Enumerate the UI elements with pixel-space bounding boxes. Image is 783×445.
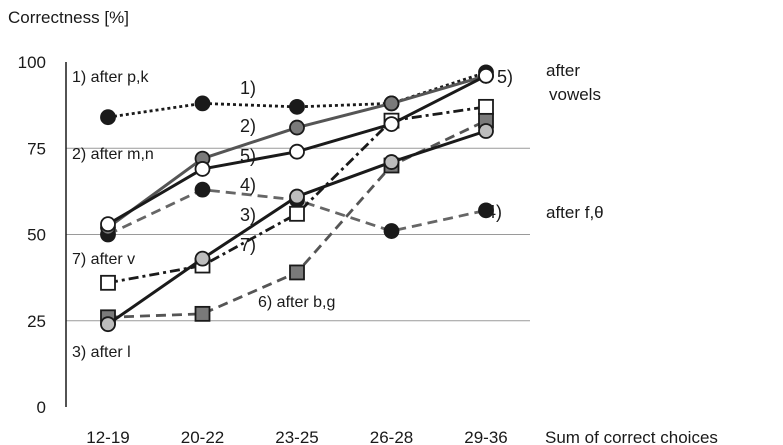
- data-point: [478, 202, 494, 219]
- data-point: [289, 188, 305, 205]
- data-point: [383, 154, 400, 170]
- annotation-series-4: after f,θ: [546, 203, 604, 222]
- x-tick-label: 26-28: [370, 428, 413, 445]
- data-point: [194, 181, 211, 198]
- series-3: [100, 123, 494, 333]
- data-point: [289, 98, 305, 115]
- data-point: [478, 67, 494, 84]
- data-point: [194, 95, 211, 112]
- y-tick-label: 50: [27, 226, 46, 245]
- data-point: [289, 264, 305, 281]
- annotation-layer: 1) after p,k 2) after m,n 3) after l 4) afte…: [72, 61, 604, 361]
- annotation-series-4: 4): [240, 175, 256, 195]
- annotation-series-6: 6) after b,g: [258, 294, 335, 311]
- annotation-series-1: 1): [240, 78, 256, 98]
- y-tick-label: 75: [27, 139, 46, 158]
- series-layer: [100, 64, 494, 333]
- y-tick-label: 25: [27, 312, 46, 331]
- data-point: [100, 109, 116, 126]
- x-tick-label: 29-36: [464, 428, 507, 445]
- y-tick-label: 0: [37, 398, 46, 417]
- y-tick-label: 100: [18, 53, 46, 72]
- annotation-series-5: 5): [497, 67, 513, 87]
- annotation-series-5: 5): [240, 146, 256, 166]
- y-axis-title: Correctness [%]: [8, 8, 129, 27]
- annotation-series-5: vowels: [549, 85, 601, 104]
- x-axis-title: Sum of correct choices: [545, 428, 718, 445]
- annotation-series-7: 7): [240, 235, 256, 255]
- data-point: [289, 119, 305, 136]
- data-point: [478, 123, 494, 139]
- series-5: [100, 67, 494, 233]
- annotation-series-2: 2): [240, 116, 256, 136]
- data-point: [100, 216, 116, 233]
- x-tick-label: 23-25: [275, 428, 318, 445]
- data-point: [289, 205, 305, 222]
- data-point: [383, 116, 400, 132]
- data-point: [194, 305, 211, 322]
- annotation-series-7: 7) after v: [72, 251, 135, 268]
- data-point: [100, 274, 116, 291]
- annotation-series-3: 3) after l: [72, 344, 131, 361]
- annotation-series-4: 4): [486, 202, 502, 222]
- annotation-series-3: 3): [240, 205, 256, 225]
- data-point: [478, 98, 494, 115]
- data-point: [194, 161, 211, 177]
- data-point: [100, 316, 116, 333]
- x-tick-label: 20-22: [181, 428, 224, 445]
- data-point: [383, 223, 400, 239]
- x-tick-label: 12-19: [86, 428, 129, 445]
- annotation-series-1: 1) after p,k: [72, 69, 149, 86]
- annotation-series-2: 2) after m,n: [72, 146, 154, 163]
- axis-layer: 0 25 50 75 100 12-19 20-22 23-25 26-28 29-36: [18, 53, 508, 445]
- annotation-series-5: after: [546, 61, 580, 80]
- data-point: [194, 250, 211, 267]
- data-point: [383, 95, 400, 112]
- data-point: [289, 143, 305, 160]
